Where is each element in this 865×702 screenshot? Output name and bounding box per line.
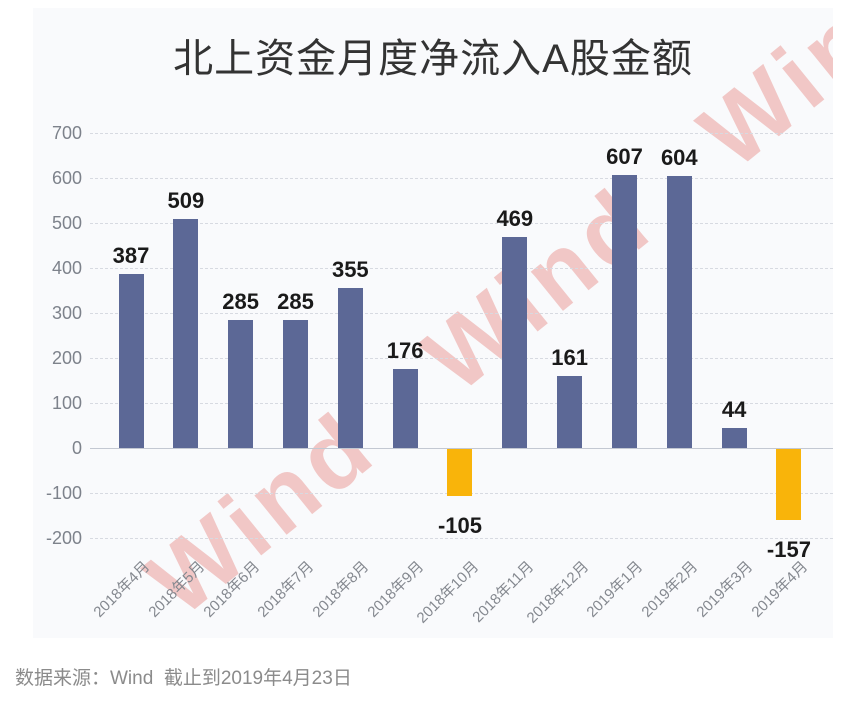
y-tick-0: 0 [71, 438, 82, 458]
value-label-4: 355 [331, 257, 369, 283]
gridline-100 [90, 403, 833, 404]
bar-0 [118, 273, 144, 448]
value-label-11: 44 [721, 397, 747, 423]
bar-12 [776, 449, 802, 520]
bar-9 [611, 174, 637, 448]
bar-3 [282, 319, 308, 448]
y-tick--200: -200 [45, 528, 82, 548]
y-tick-100: 100 [51, 393, 82, 413]
value-label-2: 285 [222, 288, 260, 314]
y-tick-400: 400 [51, 258, 82, 278]
y-axis-tick-labels: 700 600 500 400 300 200 100 0 -100 -200 [18, 123, 82, 553]
gridline-600 [90, 178, 833, 179]
y-tick-200: 200 [51, 348, 82, 368]
value-label-5: 176 [386, 337, 424, 363]
bar-10 [666, 176, 692, 448]
value-label-7: 469 [496, 205, 534, 231]
value-label-0: 387 [112, 242, 150, 268]
bar-8 [557, 375, 583, 448]
bar-2 [228, 319, 254, 448]
footer-source-note: 数据来源：Wind 截止到2019年4月23日 [15, 668, 352, 689]
gridline-700 [90, 133, 833, 134]
value-label-3: 285 [277, 288, 314, 314]
gridline-500 [90, 223, 833, 224]
value-label-8: 161 [551, 344, 588, 370]
plot-area: 387 509 285 285 355 176 -105 469 161 607 604 44 -157 [90, 133, 833, 562]
gridline-300 [90, 313, 833, 314]
value-label-10: 604 [660, 145, 698, 171]
value-label-12: -157 [766, 536, 811, 562]
gridline-0 [90, 448, 833, 449]
chart-title: 北上资金月度净流入A股金额 [173, 37, 693, 81]
value-label-9: 607 [606, 143, 643, 169]
bar-4 [337, 288, 363, 448]
gridline-200 [90, 358, 833, 359]
y-tick-700: 700 [51, 123, 82, 143]
chart-card: Wind Wind Wind [33, 8, 833, 638]
y-tick-300: 300 [51, 303, 82, 323]
y-tick-600: 600 [51, 168, 82, 188]
value-label-1: 509 [167, 187, 205, 213]
y-tick-500: 500 [51, 213, 82, 233]
gridline-400 [90, 268, 833, 269]
y-tick--100: -100 [45, 483, 82, 503]
bar-6 [447, 449, 473, 497]
bar-1 [173, 218, 199, 448]
bar-11 [721, 428, 747, 448]
bar-7 [502, 236, 528, 448]
bar-5 [392, 368, 418, 448]
value-label-6: -105 [437, 513, 482, 539]
gridline--200 [90, 538, 833, 539]
